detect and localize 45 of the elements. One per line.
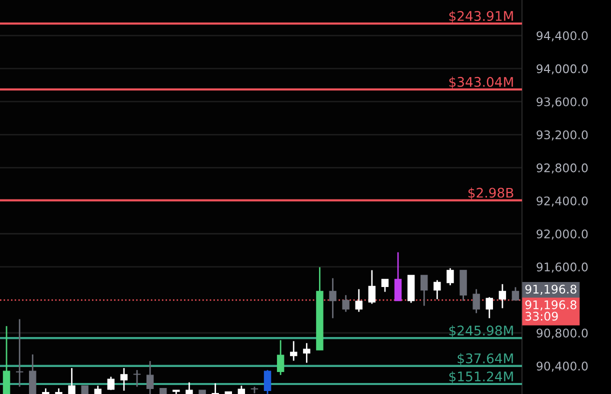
ref-line-label: $151.24M [449,371,513,384]
candlestick [303,342,310,364]
y-tick-label: 94,000.0 [536,64,588,74]
candlestick [29,354,36,394]
candlestick [329,278,336,319]
candlestick [472,288,480,314]
candlestick [120,367,128,392]
candlestick [434,279,441,300]
y-tick-label: 90,800.0 [536,328,588,339]
y-tick-label: 94,400.0 [536,31,588,42]
candlestick [290,340,298,362]
ref-line-label: $243.91M [449,10,513,23]
candlestick [368,269,376,304]
candlestick [355,288,362,313]
candlestick [107,376,115,391]
ref-line-label: $343.04M [449,76,513,89]
y-tick-label: 92,400.0 [536,196,588,207]
candlestick [186,382,193,394]
y-tick-label: 92,800.0 [536,163,588,174]
ref-line-label: $37.64M [458,353,513,366]
text: 91,196.8 [525,284,576,295]
candlestick [512,286,520,301]
candlestick [486,296,493,319]
ref-line-label: $245.98M [449,325,513,338]
y-tick-label: 93,600.0 [536,97,588,108]
ref-line-label: $2.98B [468,188,514,200]
y-tick-label: 93,200.0 [536,130,588,140]
candlestick [342,294,350,313]
y-tick-label: 91,600.0 [536,262,588,273]
ref-line-label: 91,196.8 33:09 [525,300,576,321]
candlestick [16,318,24,388]
y-tick-label: 90,400.0 [536,362,588,372]
candlestick [212,382,219,394]
candlestick [394,252,402,302]
candlestick [446,268,454,286]
candlestick [2,325,10,394]
candlestick [498,283,506,309]
candlestick [420,274,428,306]
candlestick [146,360,154,394]
y-tick-label: 92,000.0 [536,229,588,240]
candlestick [381,278,389,293]
candlestick [276,339,284,376]
candlestick [68,367,76,394]
candlestick [133,369,141,388]
candlestick [264,369,272,394]
